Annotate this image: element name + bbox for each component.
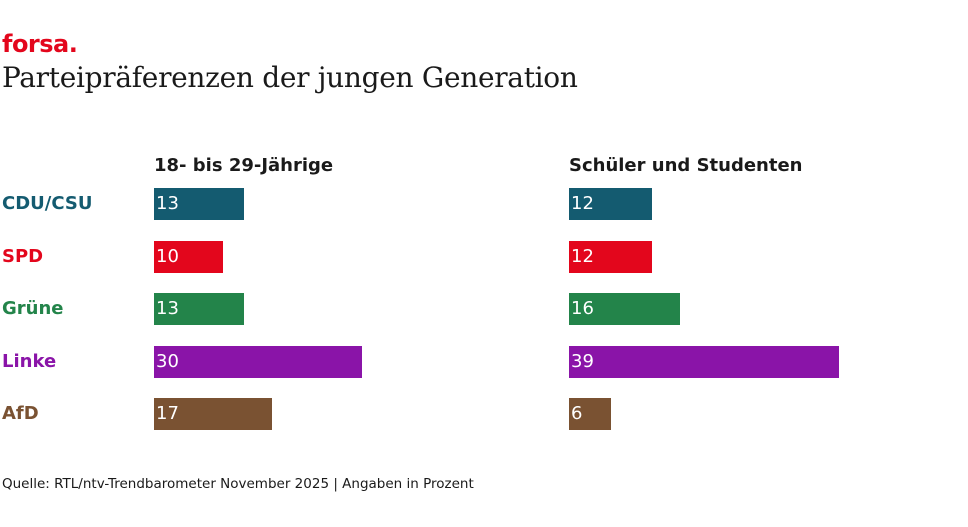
bar-s1-1: 12	[569, 240, 652, 273]
source-note: Quelle: RTL/ntv-Trendbarometer November …	[2, 476, 474, 492]
forsa-logo: forsa.	[2, 30, 78, 58]
bar-s0-2: 13	[154, 293, 244, 325]
bar-s0-1: 10	[154, 240, 223, 273]
bar-s1-0: 12	[569, 188, 652, 220]
bar-value-s0-2: 13	[156, 298, 179, 319]
party-label-3: Linke	[2, 350, 57, 372]
bar-value-s1-4: 6	[571, 403, 583, 424]
bar-s0-3: 30	[154, 345, 362, 378]
party-label-0: CDU/CSU	[2, 193, 93, 214]
bar-s0-4: 17	[154, 398, 272, 430]
bar-value-s0-1: 10	[156, 245, 179, 267]
bar-value-s1-2: 16	[571, 298, 594, 319]
party-label-1: SPD	[2, 245, 44, 267]
bar-s1-2: 16	[569, 293, 680, 325]
chart-title: Parteipräferenzen der jungen Generation	[2, 61, 578, 94]
bar-value-s0-3: 30	[156, 350, 179, 372]
party-label-4: AfD	[2, 403, 39, 424]
bar-value-s1-0: 12	[571, 193, 594, 214]
bar-value-s1-3: 39	[571, 350, 594, 372]
bar-value-s1-1: 12	[571, 245, 594, 267]
bar-value-s0-4: 17	[156, 403, 179, 424]
series-label-schueler-studenten: Schüler und Studenten	[569, 155, 803, 176]
bar-value-s0-0: 13	[156, 193, 179, 214]
bar-s1-4: 6	[569, 398, 611, 430]
bar-s0-0: 13	[154, 188, 244, 220]
series-label-18-29: 18- bis 29-Jährige	[154, 155, 334, 176]
party-label-2: Grüne	[2, 298, 64, 319]
bar-s1-3: 39	[569, 345, 839, 378]
